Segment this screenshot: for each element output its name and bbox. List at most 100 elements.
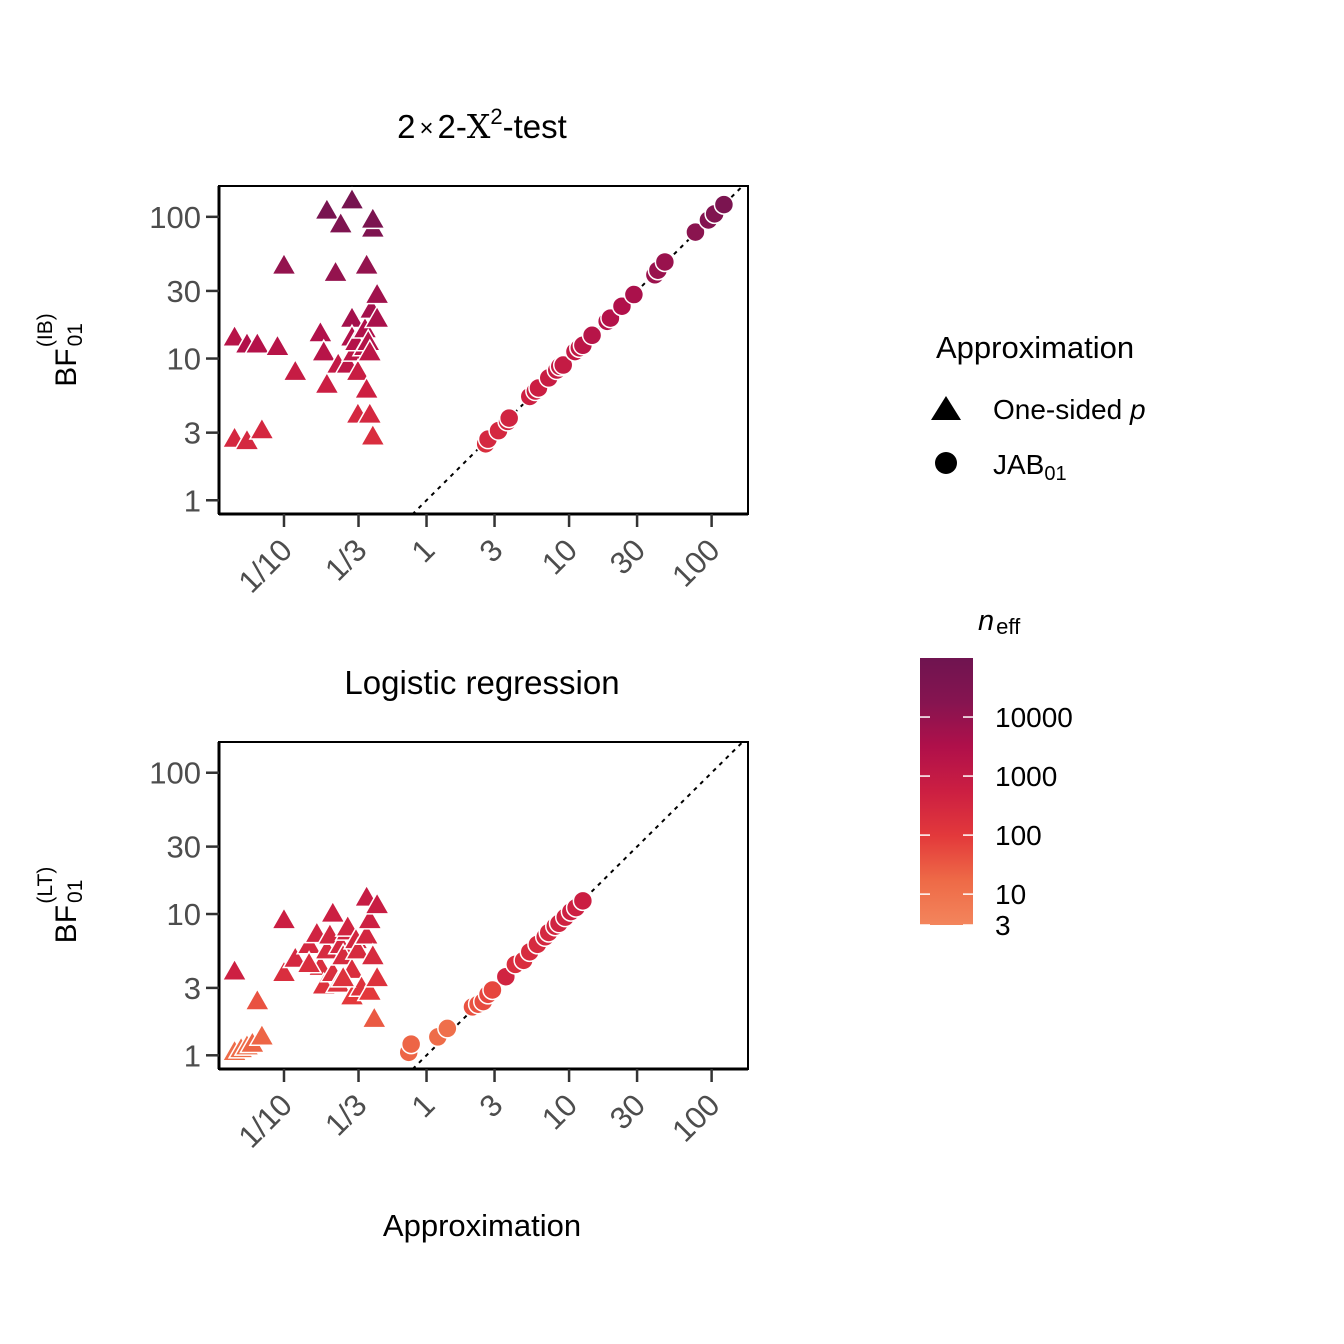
triangle-point: [344, 936, 372, 960]
triangle-point: [329, 964, 357, 988]
x-tick-label: 100: [665, 1087, 726, 1148]
triangle-point: [344, 358, 372, 382]
title-part-mid: 2-: [438, 108, 467, 145]
triangle-point: [281, 358, 309, 382]
y-tick-label: 30: [167, 830, 201, 865]
triangle-point: [327, 210, 355, 234]
y-tick-label: 30: [167, 274, 201, 309]
y-tick-label: 1: [184, 1038, 201, 1073]
legend-item-one-sided: One-sided p: [993, 394, 1146, 425]
circle-point: [623, 284, 645, 305]
svg-text:BF01(IB): BF01 (IB): [34, 313, 87, 387]
title-part-pre: 2: [397, 108, 415, 145]
colorbar-tick-label: 10000: [995, 702, 1073, 733]
x-tick-label: 30: [603, 1087, 652, 1136]
circle-point: [572, 890, 594, 912]
triangle-point: [356, 906, 384, 930]
triangle-point: [353, 375, 380, 400]
legend-circle-icon: [935, 452, 957, 474]
y-tick-label: 3: [184, 416, 201, 451]
x-tick-label: 1/3: [318, 1087, 373, 1142]
plot-panel-border: [218, 185, 749, 515]
points-layer: [221, 186, 735, 455]
legend-item-one-sided-p: p: [1129, 394, 1146, 425]
x-tick-label: 1/10: [232, 532, 299, 599]
colorbar-title: neff: [978, 605, 1021, 639]
circle-point: [400, 1033, 422, 1055]
circle-point: [498, 407, 520, 429]
colorbar-tick-label: 3: [995, 910, 1011, 941]
y-axis-label-ib: BF01 (IB): [34, 313, 87, 387]
y-axis-label-lt: BF01 (LT): [34, 867, 87, 944]
ylabel-sup: (LT): [34, 867, 57, 904]
x-tick-label: 1/10: [232, 1087, 299, 1154]
title-part-sup: 2: [490, 104, 502, 129]
x-tick-label: 100: [665, 532, 726, 593]
triangle-point: [363, 964, 391, 988]
legend-item-jab-label: JAB: [993, 449, 1044, 480]
triangle-point: [313, 196, 341, 221]
colorbar-tick-label: 1000: [995, 761, 1057, 792]
x-tick-label: 3: [473, 1087, 510, 1124]
ylabel-main: BF: [50, 348, 83, 386]
x-tick-label: 1: [405, 532, 442, 569]
triangle-point: [313, 370, 341, 395]
y-tick-label: 3: [184, 971, 201, 1006]
panel-title-chi-square: 2 × 2-X2-test: [397, 104, 567, 146]
colorbar-gradient: [920, 658, 973, 925]
triangle-point: [221, 323, 248, 347]
legend-shape-title: Approximation: [936, 330, 1134, 365]
legend-item-one-sided-label: One-sided: [993, 394, 1130, 425]
ylabel-sup: (IB): [34, 313, 57, 347]
triangle-point: [281, 944, 309, 969]
triangle-point: [270, 959, 298, 983]
triangle-point: [244, 987, 271, 1011]
triangle-point: [353, 921, 380, 946]
legend-colorbar: neff 10000 1000 100 103: [920, 605, 1073, 941]
x-tick-label: 1/3: [318, 532, 373, 587]
circle-point: [713, 194, 735, 215]
y-tick-label: 100: [149, 200, 201, 235]
triangle-point: [270, 251, 298, 276]
circle-point: [581, 325, 603, 346]
circle-point: [482, 979, 503, 1001]
x-tick-label: 1: [405, 1087, 442, 1124]
triangle-point: [295, 950, 323, 974]
triangle-point: [310, 338, 338, 362]
title-part-post: -test: [503, 108, 567, 145]
triangle-point: [270, 906, 298, 930]
y-tick-label: 100: [149, 756, 201, 791]
legend-triangle-icon: [931, 396, 961, 420]
triangle-point: [322, 259, 349, 283]
x-tick-label: 3: [473, 532, 510, 569]
y-tick-label: 1: [184, 483, 201, 518]
triangle-point: [363, 304, 391, 329]
colorbar-title-n: n: [978, 605, 994, 637]
circle-point: [685, 221, 706, 243]
triangle-point: [353, 251, 380, 276]
legend-item-jab: JAB01: [993, 449, 1067, 485]
triangle-point: [356, 400, 384, 425]
circle-point: [437, 1018, 458, 1039]
triangle-point: [319, 899, 347, 924]
ylabel-main: BF: [50, 905, 83, 943]
legend-item-jab-sub: 01: [1044, 463, 1066, 485]
title-part-chi: X: [467, 107, 491, 146]
triangle-point: [307, 319, 334, 343]
colorbar-tick-label: 10: [995, 879, 1026, 910]
triangle-point: [359, 205, 387, 230]
triangle-point: [338, 186, 366, 210]
triangle-point: [244, 330, 271, 354]
triangle-point: [363, 281, 391, 305]
x-tick-label: 30: [603, 532, 652, 581]
triangle-point: [248, 416, 276, 440]
colorbar-title-eff: eff: [996, 614, 1021, 639]
x-axis-label: Approximation: [383, 1208, 581, 1243]
triangle-point: [356, 338, 384, 362]
colorbar-tick-label: 100: [995, 820, 1042, 851]
triangle-point: [359, 422, 387, 447]
circle-point: [552, 354, 574, 376]
ylabel-sub: 01: [64, 880, 87, 903]
